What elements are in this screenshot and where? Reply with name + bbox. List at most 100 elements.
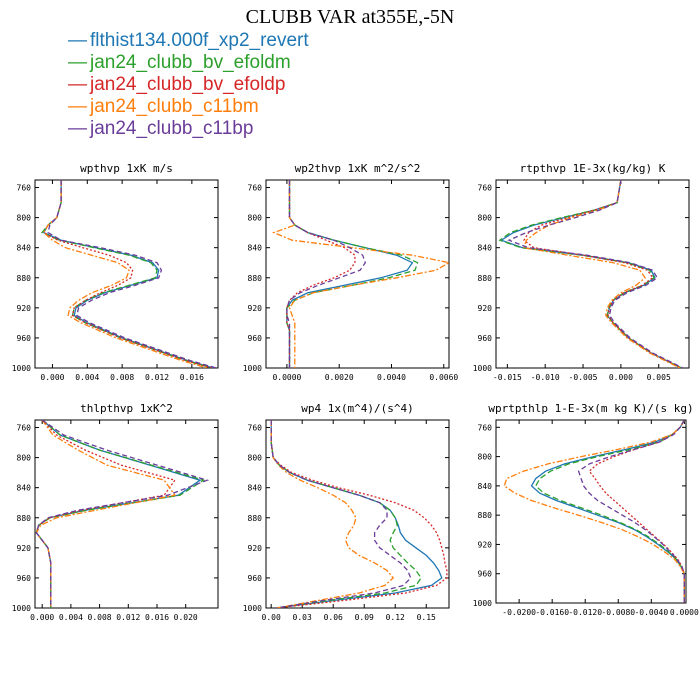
- legend-dash: —: [68, 96, 87, 117]
- series-line: [286, 180, 419, 368]
- y-tick-label: 920: [478, 304, 493, 313]
- x-tick-label: 0.008: [88, 613, 112, 622]
- y-tick-label: 760: [248, 424, 263, 433]
- series-line: [507, 180, 684, 368]
- panel-title: rtpthvp 1E-3x(kg/kg) K: [520, 162, 666, 175]
- y-tick-label: 920: [478, 540, 493, 549]
- x-tick-label: 0.0060: [429, 373, 458, 382]
- x-tick-label: 0.004: [59, 613, 83, 622]
- series-line: [498, 180, 682, 368]
- y-tick-label: 1000: [473, 599, 492, 608]
- y-tick-label: 960: [478, 570, 493, 579]
- panel-title: wp4 1x(m^4)/(s^4): [301, 402, 414, 415]
- panel-frame: [495, 179, 690, 369]
- panel-frame: [34, 179, 219, 369]
- series-line: [503, 420, 685, 603]
- legend-label: jan24_clubb_c11bp: [90, 118, 254, 139]
- x-tick-label: -0.0200: [502, 608, 536, 617]
- y-tick-label: 960: [248, 334, 263, 343]
- series-line: [270, 420, 448, 608]
- panel-title: wprtpthlp 1-E-3x(m kg K)/(s kg): [488, 402, 693, 415]
- y-tick-label: 800: [17, 454, 32, 463]
- x-tick-label: 0.000: [40, 373, 64, 382]
- x-tick-label: 0.012: [116, 613, 140, 622]
- x-tick-label: 0.008: [110, 373, 134, 382]
- y-tick-label: 840: [248, 244, 263, 253]
- series-line: [286, 180, 356, 368]
- y-tick-label: 920: [17, 304, 32, 313]
- x-tick-label: -0.0160: [535, 608, 569, 617]
- x-tick-label: -0.0040: [634, 608, 668, 617]
- legend-dash: —: [68, 74, 87, 95]
- y-tick-label: 840: [17, 484, 32, 493]
- legend-label: jan24_clubb_bv_efoldp: [90, 74, 286, 95]
- y-tick-label: 800: [478, 214, 493, 223]
- series-line: [271, 180, 449, 368]
- panel-frame: [495, 419, 687, 604]
- y-tick-label: 960: [17, 334, 32, 343]
- x-tick-label: -0.0120: [568, 608, 602, 617]
- x-tick-label: 0.12: [386, 613, 405, 622]
- series-line: [35, 420, 206, 608]
- y-tick-label: 840: [248, 484, 263, 493]
- panel-frame: [265, 179, 450, 369]
- y-tick-label: 880: [17, 514, 32, 523]
- series-line: [47, 180, 217, 368]
- y-tick-label: 760: [478, 184, 493, 193]
- y-tick-label: 920: [17, 544, 32, 553]
- panel-frame: [265, 419, 450, 609]
- x-tick-label: -0.005: [569, 373, 598, 382]
- y-tick-label: 840: [478, 244, 493, 253]
- series-line: [523, 180, 681, 368]
- series-line: [270, 420, 422, 608]
- legend-entry: — jan24_clubb_bv_efoldm: [68, 52, 309, 74]
- x-tick-label: 0.0040: [377, 373, 406, 382]
- y-tick-label: 1000: [243, 604, 262, 613]
- series-line: [588, 420, 685, 603]
- y-tick-label: 880: [478, 274, 493, 283]
- panel-title: thlpthvp 1xK^2: [80, 402, 173, 415]
- series-line: [35, 420, 177, 608]
- series-line: [270, 420, 395, 608]
- series-line: [523, 180, 682, 368]
- y-tick-label: 1000: [243, 364, 262, 373]
- y-tick-label: 880: [17, 274, 32, 283]
- legend-dash: —: [68, 30, 87, 51]
- y-tick-label: 760: [17, 424, 32, 433]
- x-tick-label: 0.016: [145, 613, 169, 622]
- legend-dash: —: [68, 118, 87, 139]
- y-tick-label: 920: [248, 544, 263, 553]
- panel-title: wp2thvp 1xK m^2/s^2: [295, 162, 421, 175]
- legend: — flthist134.000f_xp2_revert — jan24_clubb…: [68, 30, 309, 140]
- y-tick-label: 800: [17, 214, 32, 223]
- x-tick-label: 0.016: [180, 373, 204, 382]
- y-tick-label: 960: [248, 574, 263, 583]
- x-tick-label: 0.09: [355, 613, 374, 622]
- x-tick-label: -0.015: [493, 373, 522, 382]
- legend-label: jan24_clubb_bv_efoldm: [90, 52, 291, 73]
- legend-entry: — jan24_clubb_bv_efoldp: [68, 74, 309, 96]
- y-tick-label: 800: [478, 453, 493, 462]
- x-tick-label: -0.0080: [601, 608, 635, 617]
- x-tick-label: 0.0020: [325, 373, 354, 382]
- legend-entry: — jan24_clubb_c11bp: [68, 118, 309, 140]
- x-tick-label: 0.000: [609, 373, 633, 382]
- y-tick-label: 800: [248, 214, 263, 223]
- x-tick-label: 0.012: [145, 373, 169, 382]
- series-line: [35, 420, 202, 608]
- x-tick-label: 0.000: [30, 613, 54, 622]
- y-tick-label: 800: [248, 454, 263, 463]
- legend-entry: — flthist134.000f_xp2_revert: [68, 30, 309, 52]
- x-tick-label: 0.005: [647, 373, 671, 382]
- y-tick-label: 880: [248, 274, 263, 283]
- figure-title: CLUBB VAR at355E,-5N: [245, 6, 455, 28]
- series-line: [42, 180, 208, 368]
- series-line: [530, 420, 685, 603]
- y-tick-label: 960: [478, 334, 493, 343]
- y-tick-label: 760: [478, 423, 493, 432]
- series-line: [577, 420, 685, 603]
- y-tick-label: 920: [248, 304, 263, 313]
- legend-label: flthist134.000f_xp2_revert: [90, 30, 309, 51]
- y-tick-label: 840: [17, 244, 32, 253]
